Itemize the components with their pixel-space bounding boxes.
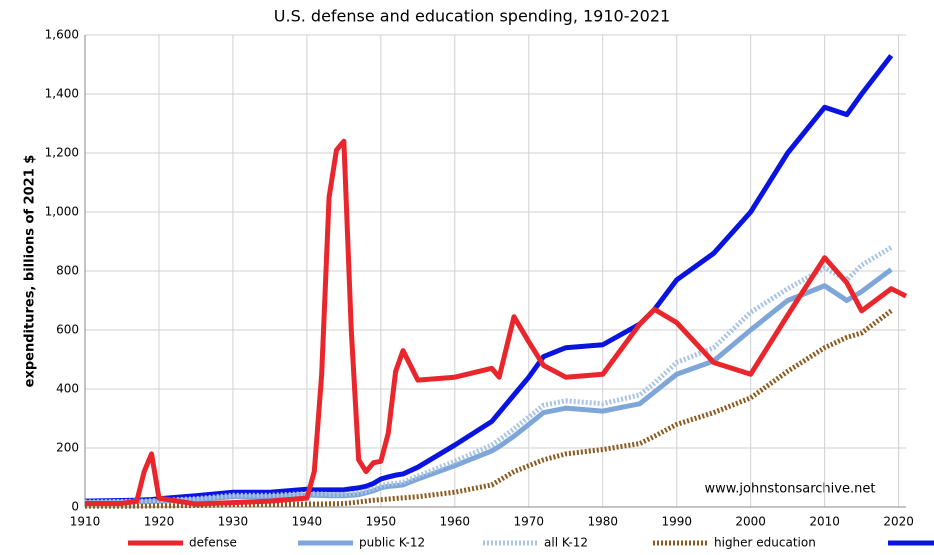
watermark: www.johnstonsarchive.net — [705, 482, 876, 497]
y-tick-label: 1,400 — [45, 87, 79, 101]
x-tick-label: 2010 — [809, 515, 840, 529]
y-tick-label: 1,200 — [45, 146, 79, 160]
x-tick-label: 2020 — [883, 515, 914, 529]
series-line — [84, 54, 894, 504]
series-line — [84, 245, 893, 505]
y-tick-label: 1,000 — [45, 205, 79, 219]
legend-label: all K-12 — [544, 536, 588, 550]
x-tick-label: 1930 — [218, 515, 249, 529]
legend-label: public K-12 — [359, 536, 425, 550]
y-axis-label: expenditures, billions of 2021 $ — [23, 155, 38, 388]
chart-title: U.S. defense and education spending, 191… — [274, 7, 670, 26]
legend-label: defense — [189, 536, 237, 550]
y-tick-label: 800 — [56, 264, 79, 278]
x-tick-label: 1950 — [366, 515, 397, 529]
y-tick-label: 0 — [71, 500, 79, 514]
series-line — [85, 138, 908, 507]
series-line — [84, 267, 893, 506]
y-tick-label: 600 — [56, 323, 79, 337]
x-tick-label: 1990 — [661, 515, 692, 529]
y-tick-label: 200 — [56, 441, 79, 455]
x-tick-label: 2000 — [735, 515, 766, 529]
x-tick-label: 1910 — [70, 515, 101, 529]
y-tick-label: 1,600 — [45, 28, 79, 42]
x-tick-label: 1920 — [144, 515, 175, 529]
x-tick-label: 1970 — [514, 515, 545, 529]
y-tick-label: 400 — [56, 382, 79, 396]
legend-label: higher education — [714, 536, 816, 550]
x-tick-label: 1960 — [440, 515, 471, 529]
x-tick-label: 1980 — [587, 515, 618, 529]
x-tick-label: 1940 — [292, 515, 323, 529]
